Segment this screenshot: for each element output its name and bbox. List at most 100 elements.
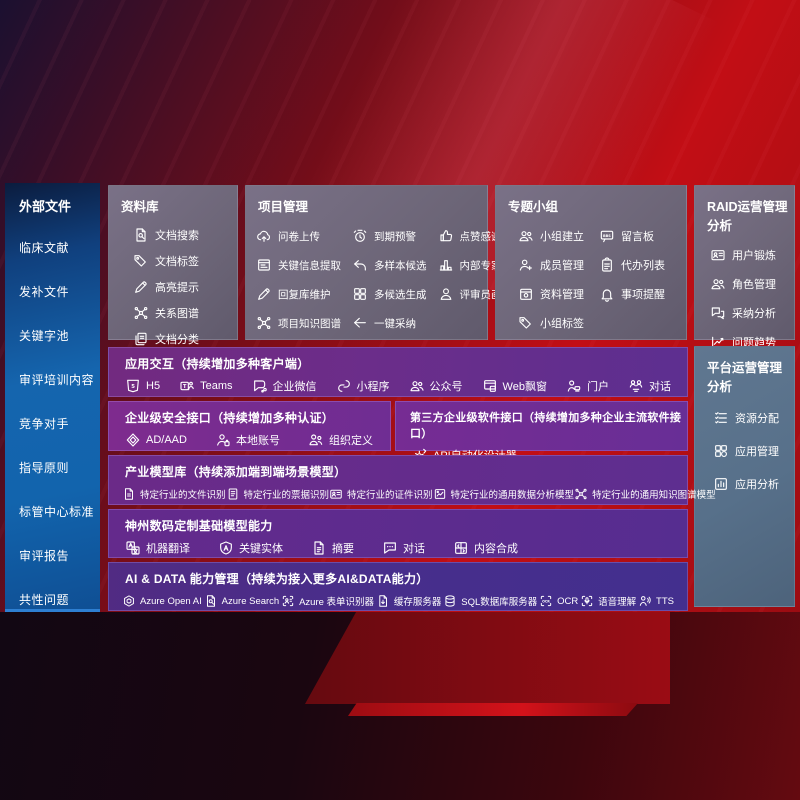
feature-label: 回复库维护	[278, 288, 331, 301]
sidebar-item: 竞争对手	[19, 415, 100, 432]
feature-item: 本地账号	[215, 432, 280, 448]
people-icon	[518, 228, 534, 244]
docs-icon	[133, 331, 149, 347]
feature-item: 特定行业的通用知识图谱模型	[574, 487, 716, 501]
feature-label: 一键采纳	[374, 317, 416, 330]
feature-item: 高亮提示	[133, 279, 233, 295]
sidebar-item-label: 标管中心标准	[19, 505, 95, 519]
groups-column-1: 小组建立 成员管理 资料管理 小组标签	[518, 228, 584, 331]
person-add-icon	[518, 257, 534, 273]
feature-label: 对话	[649, 381, 671, 393]
org-people-icon	[308, 432, 324, 448]
feature-label: 问卷上传	[278, 230, 320, 243]
feature-label: Azure Search	[221, 595, 280, 607]
row-app-interaction-title: 应用交互（持续增加多种客户端）	[125, 357, 310, 371]
groups-column-2: BBS 留言板 代办列表 事项提醒	[599, 228, 665, 331]
sidebar-item: 临床文献	[19, 239, 100, 256]
feature-item: 小组建立	[518, 228, 584, 244]
feature-label: 特定行业的证件识别	[347, 490, 433, 501]
feature-item: 机器翻译	[125, 540, 190, 556]
feature-item: 文档搜索	[133, 227, 233, 243]
feature-item: 特定行业的证件识别	[329, 487, 433, 501]
row-foundation-models: 神州数码定制基础模型能力 机器翻译 关键实体 摘要 对话 内容合成	[108, 509, 688, 558]
feature-item: 语音理解	[580, 594, 636, 608]
feature-label: TTS	[656, 595, 674, 607]
sidebar-item-label: 审评报告	[19, 549, 70, 563]
person-badge-icon	[215, 432, 231, 448]
bbs-board-icon: BBS	[599, 228, 615, 244]
row-aidata-title: AI & DATA 能力管理（持续为接入更多AI&DATA能力）	[125, 572, 429, 586]
panel-platform-title: 平台运营管理分析	[707, 361, 783, 394]
feature-item: BBS 留言板	[599, 228, 665, 244]
external-files-title: 外部文件	[19, 199, 72, 214]
feature-label: 资料管理	[540, 289, 584, 301]
chat-dots-icon	[382, 540, 398, 556]
app-interaction-list: 5 H5 T Teams 企业微信 小程序 公众号 Web飘窗	[109, 372, 687, 394]
feature-item: 特定行业的通用数据分析模型	[433, 487, 574, 501]
feature-label: 应用管理	[735, 446, 779, 458]
feature-label: 特定行业的文件识别	[140, 490, 226, 501]
portal-person-icon	[566, 378, 582, 394]
feature-item: 门户	[566, 378, 609, 394]
receipt-icon	[226, 487, 240, 501]
web-window-icon	[482, 378, 498, 394]
feature-label: 角色管理	[732, 279, 776, 291]
feature-label: 内容合成	[474, 543, 518, 555]
tag-icon	[518, 315, 534, 331]
sidebar-item: 审评培训内容	[19, 371, 100, 388]
panel-raid-analysis: RAID运营管理分析 用户锻炼 角色管理 采纳分析 问题趋势	[694, 185, 795, 349]
window-lines-icon	[256, 257, 272, 273]
feature-label: OCR	[557, 595, 579, 607]
doc-lines-icon	[122, 487, 136, 501]
grid-merge-icon	[453, 540, 469, 556]
feature-item: 摘要	[311, 540, 354, 556]
feature-label: 小组标签	[540, 318, 584, 330]
background-red-shape	[305, 612, 670, 704]
h5-icon: 5	[125, 378, 141, 394]
feature-label: 公众号	[429, 381, 463, 393]
feature-item: 回复库维护	[256, 286, 341, 302]
feature-label: 特定行业的票据识别	[243, 490, 330, 501]
cloud-upload-icon	[256, 228, 272, 244]
feature-label: 文档搜索	[155, 230, 199, 242]
feature-item: 应用管理	[713, 443, 794, 459]
feature-item: 采纳分析	[710, 305, 794, 321]
sidebar-item: 关键字池	[19, 327, 100, 344]
feature-item: 多候选生成	[352, 286, 427, 302]
security-list: AD/AAD 本地账号 组织定义	[109, 426, 390, 448]
feature-item: 缓存服务器	[376, 594, 441, 608]
feature-item: 代办列表	[599, 257, 665, 273]
people-icon	[409, 378, 425, 394]
feature-label: SQL数据库服务器	[461, 597, 538, 608]
sidebar-item: 发补文件	[19, 283, 100, 300]
feature-item: 组织定义	[308, 432, 373, 448]
openai-icon	[122, 594, 136, 608]
panel-library-title: 资料库	[121, 200, 159, 214]
translate-icon	[125, 540, 141, 556]
feature-item: 小程序	[336, 378, 390, 394]
feature-label: AD/AAD	[146, 434, 187, 446]
feature-item: Web飘窗	[482, 378, 547, 394]
feature-label: Azure Open AI	[140, 595, 202, 607]
feature-item: 内容合成	[453, 540, 518, 556]
network-icon	[574, 487, 588, 501]
feature-label: 企业微信	[272, 381, 317, 393]
feature-item: 对话	[382, 540, 425, 556]
sidebar-item: 指导原则	[19, 459, 100, 476]
feature-item: 用户锻炼	[710, 247, 794, 263]
feature-label: 特定行业的通用知识图谱模型	[592, 490, 716, 501]
shield-diamond-icon	[125, 432, 141, 448]
raid-list: 用户锻炼 角色管理 采纳分析 问题趋势	[695, 234, 794, 350]
teams-icon: T	[179, 378, 195, 394]
person-icon	[438, 286, 454, 302]
feature-label: 关系图谱	[155, 308, 199, 320]
feature-item: 资源分配	[713, 410, 794, 426]
feature-item: 角色管理	[710, 276, 794, 292]
sidebar-item-label: 发补文件	[19, 285, 70, 299]
feature-item: 小组标签	[518, 315, 584, 331]
feature-label: 应用分析	[735, 479, 779, 491]
project-columns: 问卷上传 关键信息提取 回复库维护 项目知识图谱 到期预警	[246, 215, 523, 331]
id-card-icon	[329, 487, 343, 501]
feature-item: Azure 表单识别器	[281, 594, 374, 608]
sidebar-item-label: 关键字池	[19, 329, 70, 343]
